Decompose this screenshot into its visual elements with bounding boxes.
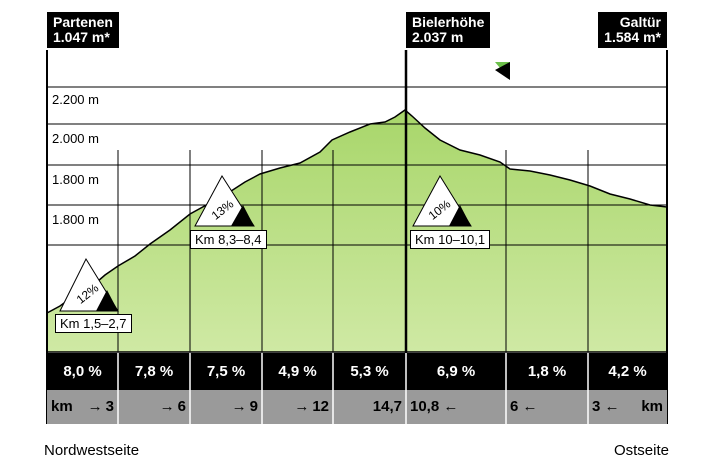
gradient-value: 4,2 % <box>608 363 647 380</box>
gradient-value: 4,9 % <box>278 363 317 380</box>
climb-marker: 12% <box>59 257 119 312</box>
climb-marker: 13% <box>194 175 255 227</box>
side-label-left: Nordwestseite <box>44 442 140 459</box>
km-value: → 6 <box>159 398 186 415</box>
km-number: → 3 <box>87 398 114 415</box>
y-tick-label: 1.800 m <box>52 172 99 187</box>
peak-header-bielerhoehe: Bielerhöhe 2.037 m <box>406 12 491 48</box>
y-tick-label: 2.200 m <box>52 92 99 107</box>
gradient-value: 7,8 % <box>134 363 174 380</box>
peak-header-partenen: Partenen 1.047 m* <box>47 12 119 48</box>
km-value: 6 ← <box>510 398 538 415</box>
y-tick-label: 2.000 m <box>52 131 99 146</box>
km-value: → 9 <box>231 398 258 415</box>
km-value: 3 ← km <box>592 390 663 424</box>
peak-elevation: 2.037 m <box>412 29 464 45</box>
gradient-value: 6,9 % <box>436 363 476 380</box>
km-value: → 12 <box>294 398 329 415</box>
y-tick-label: 1.800 m <box>52 212 99 227</box>
gradient-value: 5,3 % <box>350 363 389 380</box>
gradient-value: 8,0 % <box>63 363 102 380</box>
climb-marker: 10% <box>412 175 472 227</box>
peak-elevation: 1.047 m* <box>53 29 110 45</box>
gradient-bar <box>47 353 667 390</box>
km-number: 3 ← <box>592 398 620 415</box>
gradient-value: 1,8 % <box>527 363 567 380</box>
km-unit: km <box>51 398 73 415</box>
km-bar <box>47 390 667 424</box>
peak-name: Galtür <box>619 14 661 30</box>
gradient-value: 7,5 % <box>206 363 246 380</box>
bar-dividers <box>117 353 589 424</box>
climb-km-label: Km 1,5–2,7 <box>55 314 132 333</box>
km-unit: km <box>641 398 663 415</box>
peak-elevation: 1.584 m* <box>604 29 661 45</box>
segment-dividers <box>117 150 589 352</box>
km-value: km → 3 <box>51 390 114 424</box>
climb-km-label: Km 10–10,1 <box>410 230 491 249</box>
peak-header-galtuer: Galtür 1.584 m* <box>598 12 667 48</box>
side-label-right: Ostseite <box>613 442 669 459</box>
summit-flag-shadow <box>495 62 510 80</box>
profile-area <box>46 109 668 353</box>
peak-name: Bielerhöhe <box>412 14 485 30</box>
km-value: 14,7 <box>372 398 402 415</box>
peak-name: Partenen <box>53 14 113 30</box>
km-value: 10,8 ← <box>410 398 459 415</box>
climb-km-label: Km 8,3–8,4 <box>190 230 267 249</box>
